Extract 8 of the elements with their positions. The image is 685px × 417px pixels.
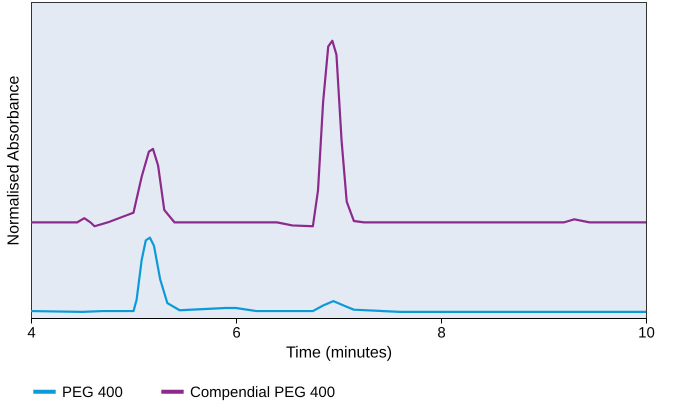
x-axis-title: Time (minutes) — [286, 344, 392, 362]
x-tick-label: 8 — [437, 324, 446, 342]
y-axis-title: Normalised Absorbance — [6, 75, 22, 246]
legend-label: Compendial PEG 400 — [190, 384, 336, 401]
x-tick-label: 4 — [27, 324, 36, 342]
x-tick-label: 10 — [638, 324, 655, 342]
x-tick-label: 6 — [232, 324, 241, 342]
legend-label: PEG 400 — [62, 384, 123, 401]
